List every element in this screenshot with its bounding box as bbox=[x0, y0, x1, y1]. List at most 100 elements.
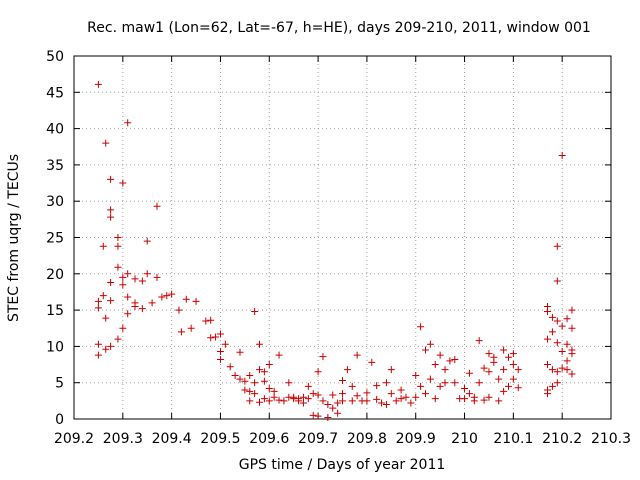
x-tick-label: 210.1 bbox=[493, 431, 533, 447]
data-point bbox=[417, 382, 425, 390]
data-point bbox=[102, 139, 110, 147]
data-point bbox=[119, 179, 127, 187]
data-point bbox=[280, 397, 288, 405]
data-point bbox=[107, 297, 115, 305]
data-points bbox=[94, 80, 576, 422]
data-point bbox=[485, 368, 493, 376]
data-point bbox=[397, 395, 405, 403]
data-point bbox=[402, 393, 410, 401]
data-point bbox=[412, 371, 420, 379]
data-point bbox=[363, 389, 371, 397]
data-point bbox=[329, 404, 337, 412]
data-point bbox=[563, 340, 571, 348]
data-point bbox=[329, 391, 337, 399]
data-point bbox=[417, 323, 425, 331]
data-point bbox=[119, 273, 127, 281]
data-point bbox=[563, 366, 571, 374]
data-point bbox=[158, 293, 166, 301]
y-tick-label: 15 bbox=[46, 303, 64, 319]
data-point bbox=[175, 306, 183, 314]
data-point bbox=[387, 366, 395, 374]
data-point bbox=[563, 357, 571, 365]
data-point bbox=[107, 213, 115, 221]
y-tick-label: 35 bbox=[46, 158, 64, 174]
data-point bbox=[353, 392, 361, 400]
data-point bbox=[563, 315, 571, 323]
x-tick-label: 209.7 bbox=[298, 431, 338, 447]
data-point bbox=[500, 366, 508, 374]
data-point bbox=[102, 314, 110, 322]
data-point bbox=[348, 382, 356, 390]
data-point bbox=[138, 305, 146, 313]
data-point bbox=[309, 411, 317, 419]
data-point bbox=[451, 379, 459, 387]
data-point bbox=[431, 395, 439, 403]
data-point bbox=[148, 299, 156, 307]
data-point bbox=[504, 382, 512, 390]
data-point bbox=[207, 334, 215, 342]
data-point bbox=[241, 377, 249, 385]
x-axis-label: GPS time / Days of year 2011 bbox=[239, 457, 446, 473]
data-point bbox=[461, 385, 469, 393]
data-point bbox=[94, 304, 102, 312]
data-point bbox=[509, 361, 517, 369]
x-tick-label: 209.8 bbox=[347, 431, 387, 447]
y-tick-label: 20 bbox=[46, 267, 64, 283]
x-tick-label: 209.3 bbox=[103, 431, 143, 447]
data-point bbox=[548, 382, 556, 390]
data-point bbox=[216, 347, 224, 355]
data-point bbox=[568, 350, 576, 358]
data-point bbox=[94, 351, 102, 359]
x-tick-label: 209.5 bbox=[200, 431, 240, 447]
data-point bbox=[382, 400, 390, 408]
data-point bbox=[246, 397, 254, 405]
data-point bbox=[544, 361, 552, 369]
data-point bbox=[378, 399, 386, 407]
data-point bbox=[558, 322, 566, 330]
data-point bbox=[246, 371, 254, 379]
data-point bbox=[212, 333, 220, 341]
data-point bbox=[461, 395, 469, 403]
data-point bbox=[558, 347, 566, 355]
data-point bbox=[102, 345, 110, 353]
data-point bbox=[107, 279, 115, 287]
data-point bbox=[131, 275, 139, 283]
data-point bbox=[124, 270, 132, 278]
data-point bbox=[163, 292, 171, 300]
data-point bbox=[285, 379, 293, 387]
data-point bbox=[119, 281, 127, 289]
data-point bbox=[94, 340, 102, 348]
data-point bbox=[168, 290, 176, 298]
data-point bbox=[495, 375, 503, 383]
data-point bbox=[343, 366, 351, 374]
data-point bbox=[251, 379, 259, 387]
data-point bbox=[407, 399, 415, 407]
data-point bbox=[382, 379, 390, 387]
data-point bbox=[480, 396, 488, 404]
data-point bbox=[314, 391, 322, 399]
data-point bbox=[143, 237, 151, 245]
data-point bbox=[568, 370, 576, 378]
data-point bbox=[299, 399, 307, 407]
data-point bbox=[514, 384, 522, 392]
data-point bbox=[324, 400, 332, 408]
data-point bbox=[339, 377, 346, 385]
data-point bbox=[441, 379, 449, 387]
data-point bbox=[251, 308, 259, 316]
data-point bbox=[304, 382, 312, 390]
data-point bbox=[138, 277, 146, 285]
data-point bbox=[107, 206, 115, 214]
x-tick-label: 210.2 bbox=[542, 431, 582, 447]
y-tick-label: 0 bbox=[55, 412, 64, 428]
data-point bbox=[124, 293, 132, 301]
x-tick-labels: 209.2 209.3 209.4 209.5 209.6 209.7 209.8 209.9… bbox=[54, 431, 631, 447]
data-point bbox=[426, 375, 434, 383]
y-tick-label: 50 bbox=[46, 49, 64, 65]
y-axis-label: STEC from uqrg / TECUs bbox=[6, 154, 22, 322]
data-point bbox=[451, 355, 459, 363]
x-tick-label: 210 bbox=[451, 431, 478, 447]
data-point bbox=[373, 395, 381, 403]
data-point bbox=[107, 175, 115, 183]
data-point bbox=[270, 393, 278, 401]
data-point bbox=[275, 351, 283, 359]
